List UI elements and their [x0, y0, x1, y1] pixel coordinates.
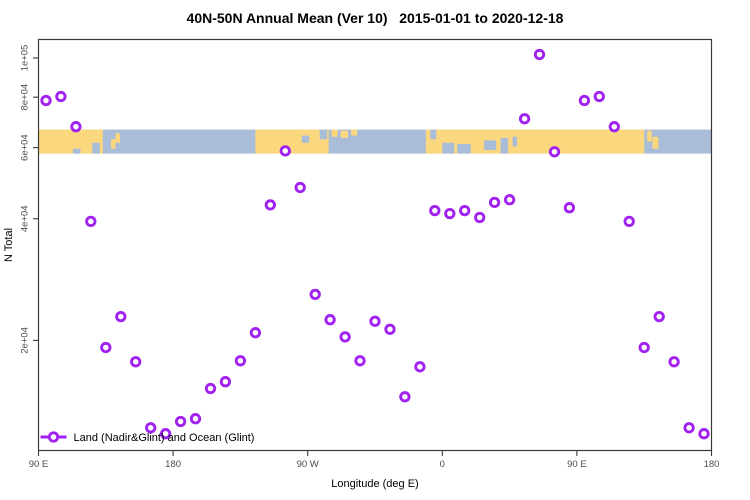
- x-tick-label: 180: [165, 459, 181, 470]
- band-land: [425, 129, 645, 154]
- data-point: [668, 356, 680, 368]
- data-point: [623, 215, 635, 228]
- legend-label: Land (Nadir&Glint) and Ocean (Glint): [74, 432, 255, 444]
- data-point: [474, 211, 486, 224]
- band-land: [255, 129, 329, 154]
- band-sea: [319, 129, 328, 140]
- data-point: [653, 310, 665, 323]
- data-point: [563, 202, 576, 214]
- data-point: [354, 355, 366, 367]
- data-point: [294, 181, 306, 194]
- map-band: [38, 129, 712, 154]
- data-point: [174, 415, 187, 428]
- band-sea: [500, 137, 509, 154]
- data-point: [70, 121, 82, 133]
- band-sea: [92, 142, 100, 154]
- data-point: [115, 310, 127, 323]
- band-land: [38, 129, 103, 154]
- x-tick-label: 0: [440, 459, 445, 470]
- data-point: [100, 341, 112, 354]
- x-tick-label: 90 W: [297, 459, 319, 470]
- x-tick-label: 180: [704, 459, 720, 470]
- data-point: [309, 288, 321, 301]
- data-point: [414, 361, 426, 373]
- data-point: [324, 314, 336, 326]
- data-point: [683, 422, 695, 434]
- data-point: [40, 94, 52, 107]
- y-tick-label: 6e+04: [20, 134, 31, 161]
- data-point: [503, 194, 516, 206]
- data-point: [608, 121, 620, 133]
- band-island: [331, 129, 338, 137]
- legend-marker-icon: [47, 431, 60, 443]
- data-point: [518, 113, 531, 125]
- band-island: [647, 130, 652, 142]
- data-point: [488, 196, 501, 209]
- band-sea: [430, 129, 437, 140]
- data-point: [264, 199, 276, 211]
- chart-title: 40N-50N Annual Mean (Ver 10) 2015-01-01 …: [186, 10, 564, 26]
- band-sea: [457, 143, 471, 154]
- data-point: [249, 327, 262, 339]
- y-axis: 2e+04 4e+04 6e+04 8e+04 1e+05: [20, 45, 39, 354]
- x-tick-label: 90 E: [29, 459, 49, 470]
- band-sea: [512, 136, 518, 147]
- data-point: [204, 382, 217, 395]
- y-tick-label: 4e+04: [20, 205, 31, 232]
- data-point: [145, 422, 157, 434]
- band-island: [115, 133, 121, 143]
- y-tick-label: 1e+05: [20, 45, 31, 72]
- x-axis: 90 E 180 90 W 0 90 E 180: [29, 450, 720, 470]
- data-point: [578, 94, 591, 107]
- data-point: [159, 428, 172, 440]
- band-island: [340, 130, 349, 138]
- data-point: [429, 204, 441, 217]
- band-sea: [442, 142, 455, 154]
- y-tick-label: 8e+04: [20, 84, 31, 111]
- data-point: [339, 331, 351, 343]
- y-tick-label: 2e+04: [20, 327, 31, 354]
- legend: Land (Nadir&Glint) and Ocean (Glint): [40, 431, 255, 444]
- band-island: [351, 129, 358, 136]
- data-point: [85, 215, 97, 228]
- data-point: [548, 146, 561, 158]
- data-point: [593, 90, 605, 103]
- band-sea: [301, 135, 310, 143]
- data-point: [369, 315, 381, 327]
- band-sea: [484, 140, 497, 150]
- x-tick-label: 90 E: [567, 459, 587, 470]
- data-point: [459, 204, 471, 217]
- data-point: [279, 145, 291, 157]
- data-point: [384, 323, 396, 335]
- data-point: [698, 428, 710, 440]
- data-point: [219, 376, 232, 388]
- band-island: [111, 139, 116, 149]
- band-island: [652, 136, 659, 149]
- data-point: [638, 341, 650, 354]
- data-point: [189, 413, 202, 425]
- data-point: [55, 90, 67, 103]
- data-point: [444, 207, 456, 220]
- y-axis-title: N Total: [3, 228, 15, 262]
- band-sea: [72, 148, 81, 154]
- data-point: [130, 356, 142, 368]
- plot-border: [37, 38, 713, 452]
- x-axis-title: Longitude (deg E): [331, 478, 418, 490]
- data-point: [399, 391, 411, 403]
- data-point: [533, 48, 546, 61]
- data-points: [40, 48, 710, 440]
- data-point: [234, 355, 247, 367]
